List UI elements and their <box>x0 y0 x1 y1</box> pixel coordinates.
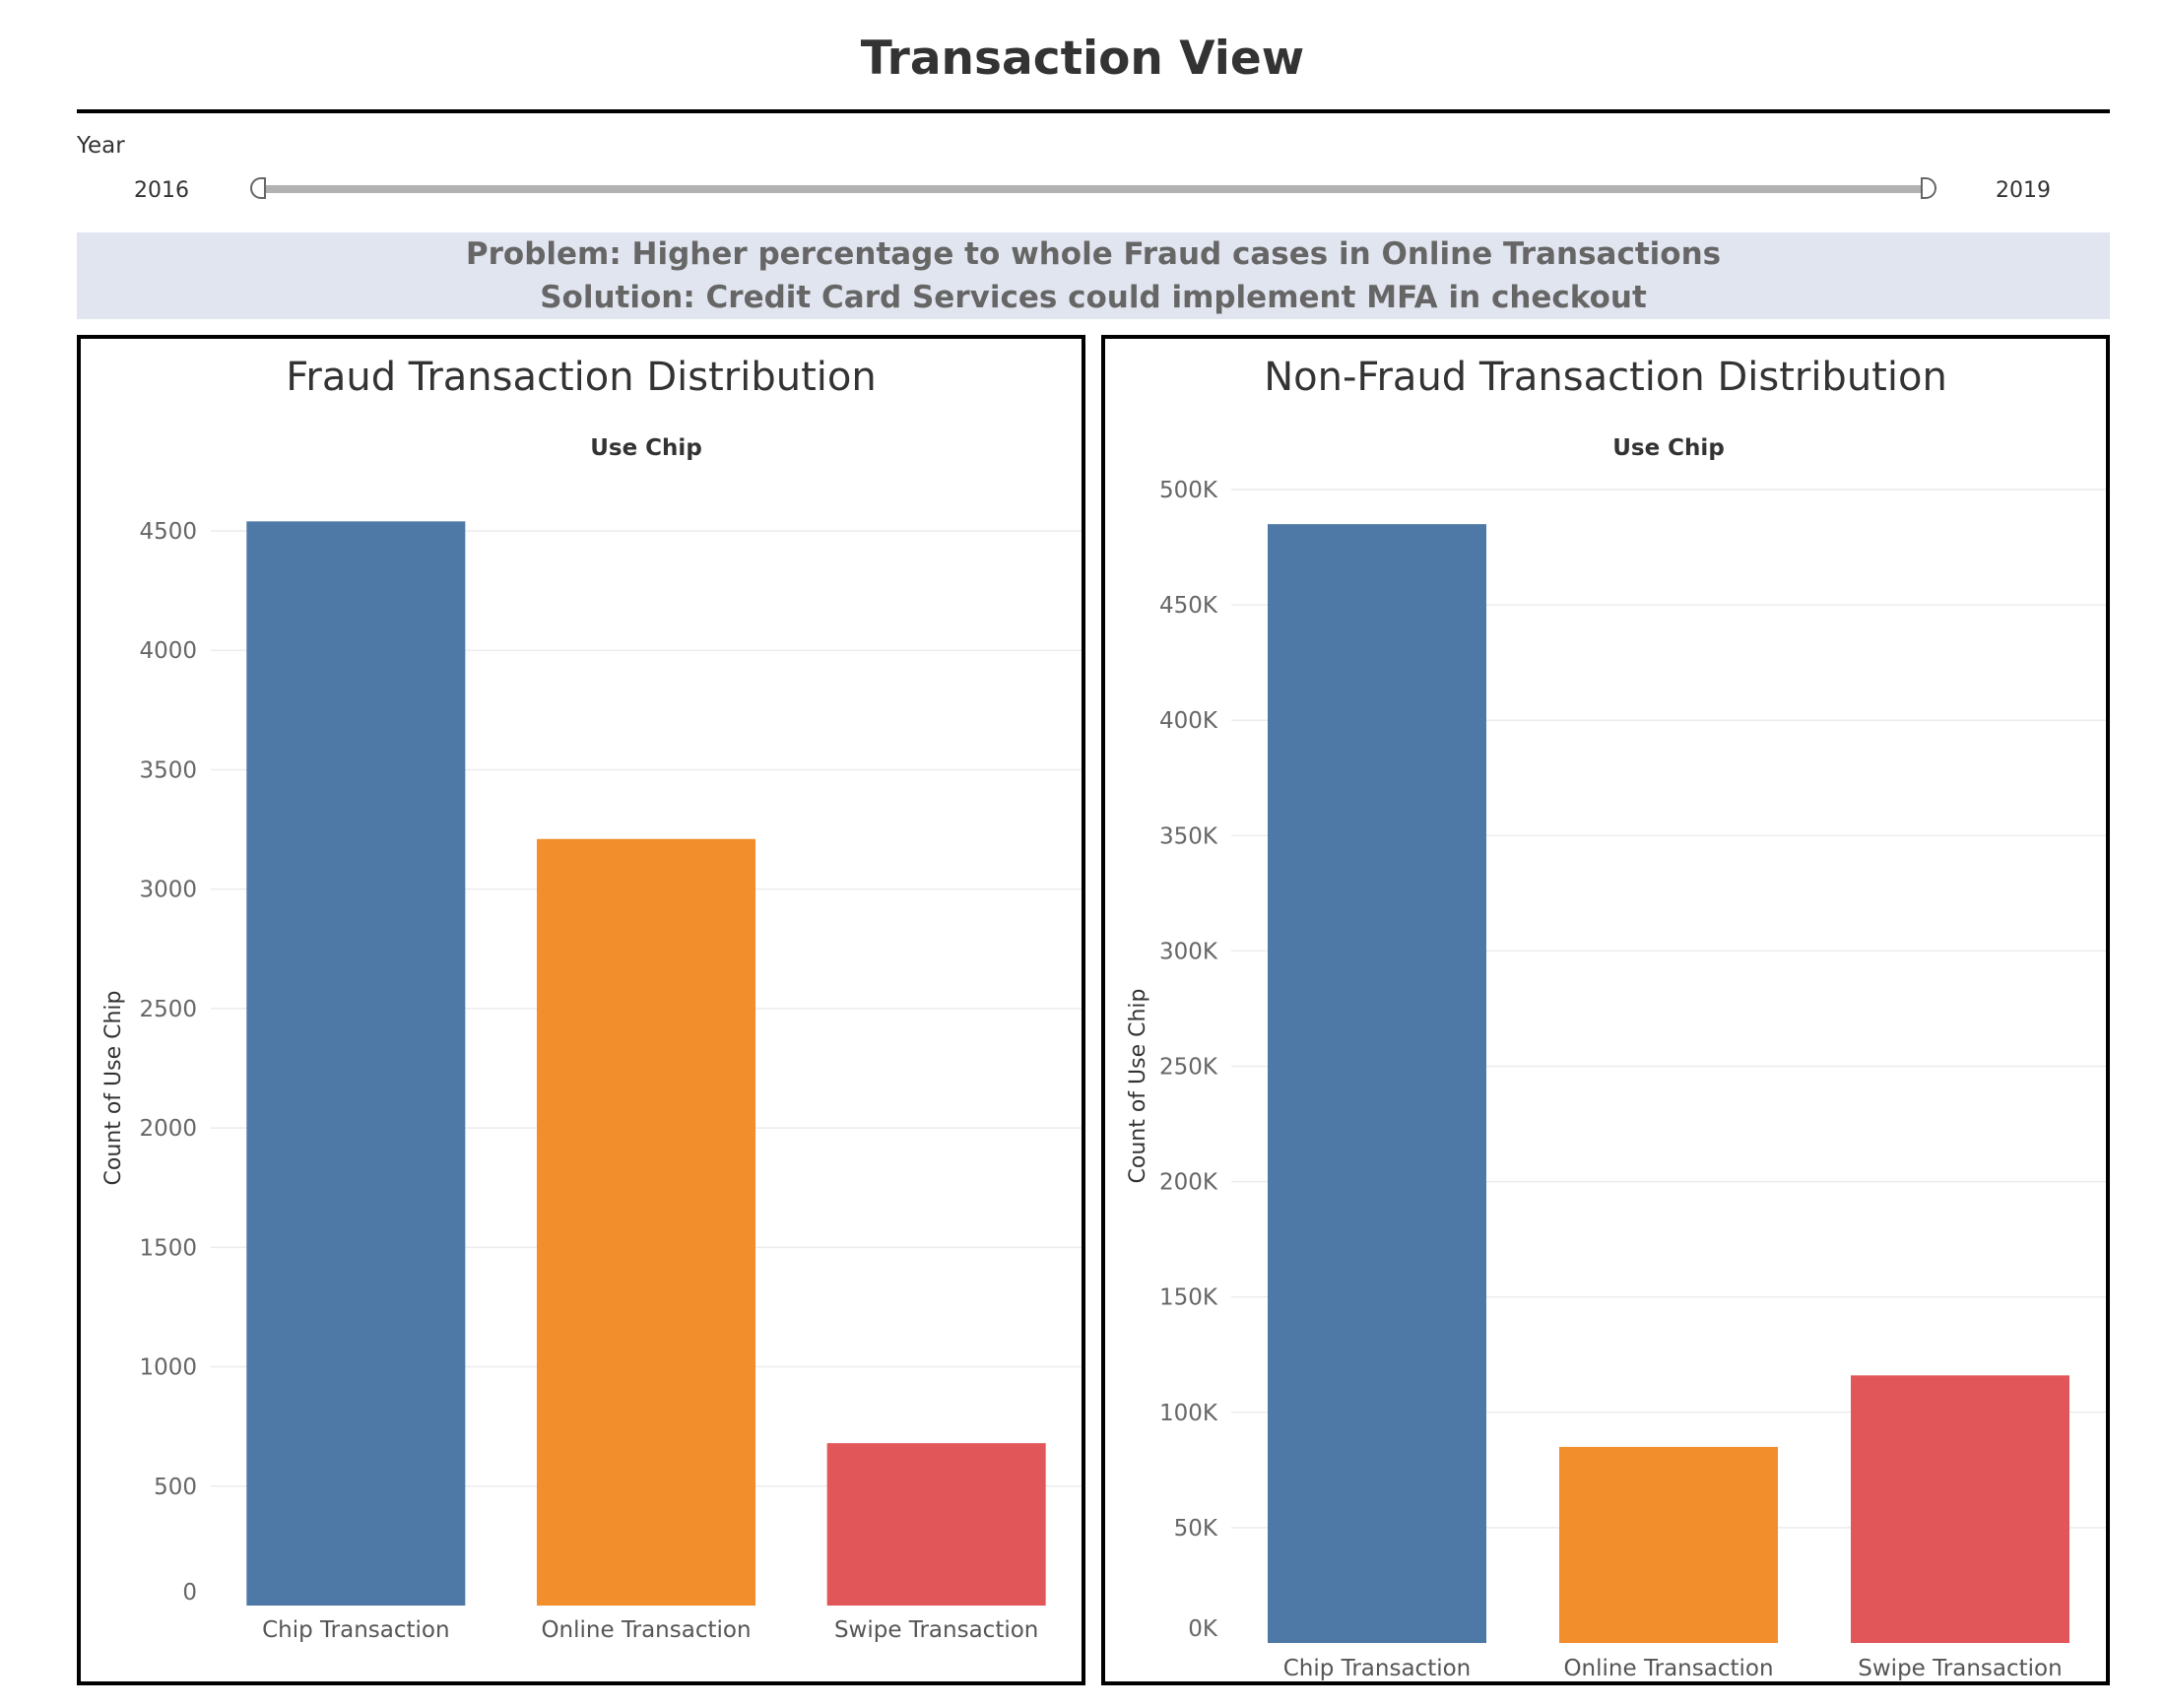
nonfraud-y-tick-label: 150K <box>1159 1285 1218 1311</box>
year-filter-label: Year <box>77 133 125 159</box>
nonfraud-y-tick-label: 100K <box>1159 1401 1218 1426</box>
nonfraud-y-tick-label: 450K <box>1159 593 1218 619</box>
dashboard-title: Transaction View <box>860 32 1305 86</box>
nonfraud-category-label: Chip Transaction <box>1283 1656 1472 1681</box>
nonfraud-y-tick-label: 0K <box>1188 1616 1218 1642</box>
year-slider-end-handle[interactable] <box>1921 177 1936 199</box>
fraud-category-label: Chip Transaction <box>262 1617 450 1643</box>
year-range-slider[interactable] <box>256 185 1929 193</box>
fraud-y-axis-title: Count of Use Chip <box>101 991 126 1186</box>
fraud-y-tick-label: 3500 <box>139 757 197 783</box>
nonfraud-bar-chip-transaction[interactable] <box>1268 524 1486 1643</box>
nonfraud-column-header: Use Chip <box>1612 435 1725 461</box>
title-divider <box>77 109 2110 113</box>
annotation-box: Problem: Higher percentage to whole Frau… <box>77 232 2110 319</box>
fraud-bar-online-transaction[interactable] <box>537 838 755 1606</box>
fraud-y-tick-label: 1000 <box>139 1355 197 1381</box>
year-filter-max-label: 2019 <box>1996 178 2051 203</box>
fraud-bar-swipe-transaction[interactable] <box>826 1443 1046 1606</box>
fraud-y-tick-label: 500 <box>154 1475 197 1500</box>
nonfraud-category-label: Online Transaction <box>1563 1656 1773 1681</box>
fraud-y-tick-label: 1500 <box>139 1235 197 1261</box>
fraud-chart-panel: Fraud Transaction Distribution Use Chip C… <box>77 335 1085 1685</box>
fraud-bar-chip-transaction[interactable] <box>246 521 466 1606</box>
fraud-y-tick-label: 4000 <box>139 638 197 664</box>
year-slider-start-handle[interactable] <box>250 177 266 199</box>
fraud-category-label: Swipe Transaction <box>834 1617 1038 1643</box>
nonfraud-chart-panel: Non-Fraud Transaction Distribution Use C… <box>1101 335 2110 1685</box>
fraud-chart-title: Fraud Transaction Distribution <box>286 355 877 400</box>
nonfraud-y-tick-label: 500K <box>1159 478 1218 503</box>
fraud-y-tick-label: 0 <box>182 1580 197 1606</box>
year-filter-min-label: 2016 <box>134 178 189 203</box>
problem-statement: Problem: Higher percentage to whole Frau… <box>465 236 1722 272</box>
nonfraud-y-tick-label: 350K <box>1159 823 1218 849</box>
fraud-y-tick-label: 4500 <box>139 519 197 545</box>
nonfraud-y-tick-label: 200K <box>1159 1170 1218 1196</box>
nonfraud-y-axis-title: Count of Use Chip <box>1126 989 1150 1184</box>
solution-statement: Solution: Credit Card Services could imp… <box>540 280 1647 315</box>
nonfraud-y-tick-label: 50K <box>1174 1516 1218 1542</box>
nonfraud-bar-swipe-transaction[interactable] <box>1851 1375 2069 1643</box>
nonfraud-bar-chart: Use Chip Count of Use Chip 0K 50K 100K 150K 20… <box>1126 435 2106 1681</box>
fraud-y-tick-label: 3000 <box>139 878 197 903</box>
fraud-column-header: Use Chip <box>590 435 702 461</box>
nonfraud-chart-title: Non-Fraud Transaction Distribution <box>1264 355 1947 400</box>
nonfraud-y-tick-label: 300K <box>1159 939 1218 964</box>
fraud-bar-chart: Use Chip Count of Use Chip 0 500 1000 1500 200… <box>101 435 1082 1643</box>
nonfraud-category-label: Swipe Transaction <box>1858 1656 2062 1681</box>
fraud-y-tick-label: 2000 <box>139 1116 197 1142</box>
fraud-y-tick-label: 2500 <box>139 997 197 1022</box>
nonfraud-y-tick-label: 400K <box>1159 708 1218 734</box>
nonfraud-bar-online-transaction[interactable] <box>1559 1446 1778 1643</box>
nonfraud-y-tick-label: 250K <box>1159 1055 1218 1081</box>
fraud-category-label: Online Transaction <box>541 1617 751 1643</box>
